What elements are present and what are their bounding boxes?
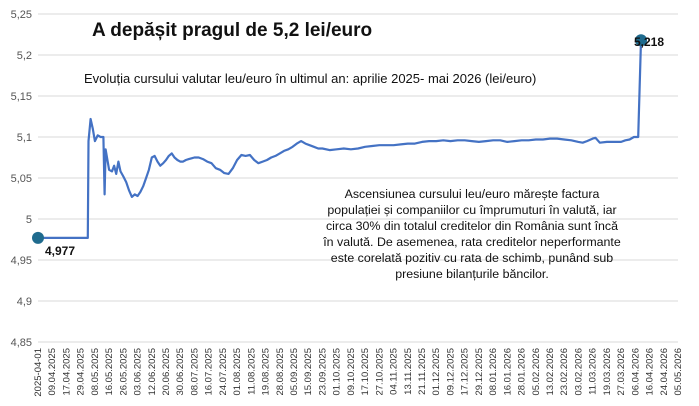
- x-tick-label: 17.12.2025: [460, 348, 471, 396]
- x-tick-label: 29.04.2025: [76, 348, 87, 396]
- y-tick-label: 4,9: [17, 296, 32, 308]
- x-tick-label: 19.03.2026: [602, 348, 613, 396]
- x-tick-label: 23.02.2026: [559, 348, 570, 396]
- x-tick-label: 15.09.2025: [303, 348, 314, 396]
- x-tick-label: 08.07.2025: [189, 348, 200, 396]
- start-point-marker: [32, 231, 44, 244]
- chart-annotation: Ascensiunea cursului leu/euro mărește fa…: [323, 187, 621, 281]
- x-tick-label: 16.04.2026: [645, 348, 656, 396]
- chart-subtitle: Evoluția cursului valutar leu/euro în ul…: [84, 71, 537, 86]
- x-tick-label: 04.11.2025: [389, 348, 400, 395]
- x-tick-label: 11.08.2025: [246, 348, 257, 395]
- x-tick-label: 16.05.2025: [104, 348, 115, 396]
- x-tick-label: 28.01.2026: [517, 348, 528, 396]
- end-point-marker: [635, 34, 648, 47]
- x-tick-label: 03.02.2026: [573, 348, 584, 396]
- x-tick-label: 2025-04-01: [33, 348, 44, 397]
- x-tick-label: 03.06.2025: [133, 348, 144, 396]
- x-tick-label: 08.05.2025: [90, 348, 101, 396]
- x-tick-label: 30.06.2025: [175, 348, 186, 396]
- y-tick-label: 5,2: [17, 50, 32, 62]
- x-tick-label: 26.05.2025: [118, 348, 129, 396]
- x-tick-label: 17.10.2025: [360, 348, 371, 396]
- x-tick-label: 09.04.2025: [47, 348, 58, 396]
- x-tick-label: 19.08.2025: [261, 348, 272, 396]
- x-tick-label: 29.12.2025: [474, 348, 485, 396]
- x-tick-label: 21.11.2025: [417, 348, 428, 395]
- x-tick-label: 16.07.2025: [204, 348, 215, 396]
- x-tick-label: 01.08.2025: [232, 348, 243, 396]
- series-line: [38, 40, 643, 239]
- y-tick-label: 5,15: [11, 91, 32, 103]
- end-value-label: 5,218: [634, 35, 665, 49]
- x-tick-label: 28.08.2025: [275, 348, 286, 396]
- x-tick-label: 17.04.2025: [61, 348, 72, 396]
- x-tick-label: 09.10.2025: [346, 348, 357, 396]
- start-value-label: 4,977: [45, 244, 76, 258]
- y-tick-label: 4,85: [11, 337, 32, 349]
- y-tick-label: 5,1: [17, 132, 32, 144]
- x-tick-label: 01.12.2025: [431, 348, 442, 396]
- x-tick-label: 27.03.2026: [616, 348, 627, 396]
- x-tick-label: 24.04.2026: [659, 348, 670, 396]
- x-tick-label: 05.05.2026: [673, 348, 684, 396]
- x-tick-label: 27.10.2025: [374, 348, 385, 396]
- x-tick-label: 23.09.2025: [317, 348, 328, 396]
- x-tick-label: 13.11.2025: [403, 348, 414, 395]
- x-tick-label: 24.07.2025: [218, 348, 229, 396]
- y-tick-label: 5: [26, 214, 32, 226]
- chart-title: A depășit pragul de 5,2 lei/euro: [92, 20, 373, 41]
- x-tick-label: 11.03.2026: [588, 348, 599, 395]
- x-tick-label: 05.02.2026: [531, 348, 542, 396]
- x-tick-label: 16.01.2026: [502, 348, 513, 396]
- x-tick-label: 05.09.2025: [289, 348, 300, 396]
- x-tick-label: 06.04.2026: [630, 348, 641, 396]
- x-tick-label: 08.01.2026: [488, 348, 499, 396]
- y-tick-label: 4,95: [11, 255, 32, 267]
- x-tick-label: 09.12.2025: [445, 348, 456, 396]
- x-tick-label: 20.06.2025: [161, 348, 172, 396]
- y-tick-label: 5,25: [11, 9, 32, 21]
- x-tick-label: 13.02.2026: [545, 348, 556, 396]
- x-tick-label: 01.10.2025: [332, 348, 343, 396]
- x-tick-label: 12.06.2025: [147, 348, 158, 396]
- y-tick-label: 5,05: [11, 173, 32, 185]
